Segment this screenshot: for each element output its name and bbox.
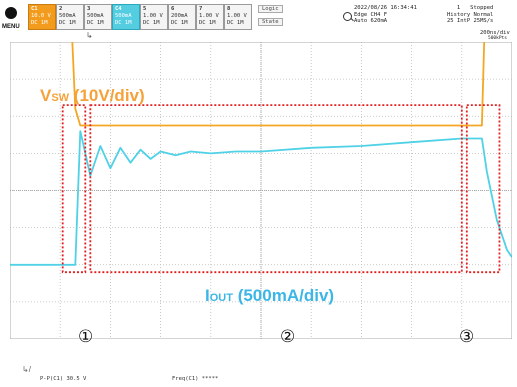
- measure-icon: ↳/: [22, 365, 31, 374]
- channel-coupling: DC 1M: [115, 20, 132, 26]
- region-3-marker: ③: [459, 327, 475, 347]
- channel-scale: 500mA: [115, 13, 132, 19]
- menu-label: MENU: [2, 24, 20, 30]
- channel-scale: 10.0 V: [31, 13, 51, 19]
- region-box-2: [89, 104, 463, 274]
- region-box-1: [61, 104, 87, 274]
- acquisition-status: 1 Stopped History Normal 25 IntP 25MS/s: [447, 5, 494, 24]
- channel-tile-4[interactable]: C4 500mA DC 1M: [112, 4, 140, 30]
- series-vsw-line: [71, 42, 486, 127]
- points-readout: 500kPts: [488, 36, 507, 41]
- channel-number: 6: [171, 6, 175, 12]
- channel-number: 7: [199, 6, 203, 12]
- series-iout-line: [10, 130, 512, 266]
- channel-scale: 200mA: [171, 13, 188, 19]
- channel-coupling: DC 1M: [31, 20, 48, 26]
- channel-tile-3[interactable]: 3 500mA DC 1M: [84, 4, 112, 30]
- vsw-label: VSW (10V/div): [40, 86, 145, 105]
- channel-number: 5: [143, 6, 147, 12]
- channel-scale: 500mA: [59, 13, 76, 19]
- waveform-plot: [10, 42, 512, 339]
- zoom-icon[interactable]: [343, 12, 352, 21]
- scope-toolbar: MENU C1 10.0 V DC 1M 2 500mA DC 1M 3 500mA DC 1M…: [0, 0, 517, 41]
- channel-coupling: DC 1M: [171, 20, 188, 26]
- channel-tile-1[interactable]: C1 10.0 V DC 1M: [28, 4, 56, 30]
- channel-scale: 1.00 V: [227, 13, 247, 19]
- channel-number: 3: [87, 6, 91, 12]
- measurement-pp: P-P(C1) 30.5 V: [40, 376, 87, 382]
- channel-tile-6[interactable]: 6 200mA DC 1M: [168, 4, 196, 30]
- timebase-readout: 200ns/div: [480, 30, 510, 36]
- channel-tile-7[interactable]: 7 1.00 V DC 1M: [196, 4, 224, 30]
- region-1-marker: ①: [78, 327, 94, 347]
- trigger-info: 2022/08/26 16:34:41 Edge CH4 F Auto 620m…: [354, 5, 417, 24]
- channel-scale: 500mA: [87, 13, 104, 19]
- channel-coupling: DC 1M: [59, 20, 76, 26]
- channel-tile-8[interactable]: 8 1.00 V DC 1M: [224, 4, 252, 30]
- channel-coupling: DC 1M: [227, 20, 244, 26]
- logic-button[interactable]: Logic: [258, 5, 283, 13]
- channel-coupling: DC 1M: [143, 20, 160, 26]
- region-2-marker: ②: [280, 327, 296, 347]
- channel-scale: 1.00 V: [199, 13, 219, 19]
- channel-number: 8: [227, 6, 231, 12]
- channel-number: C4: [115, 6, 122, 12]
- measurement-freq: Freq(C1) *****: [172, 376, 219, 382]
- iout-label: IOUT (500mA/div): [205, 286, 335, 305]
- channel-number: 2: [59, 6, 63, 12]
- waveform-svg: [10, 42, 512, 339]
- state-button[interactable]: State: [258, 18, 283, 26]
- channel-tile-2[interactable]: 2 500mA DC 1M: [56, 4, 84, 30]
- channel-coupling: DC 1M: [199, 20, 216, 26]
- channel-coupling: DC 1M: [87, 20, 104, 26]
- menu-button[interactable]: [5, 7, 17, 19]
- region-box-3: [465, 104, 501, 274]
- channel-tile-5[interactable]: 5 1.00 V DC 1M: [140, 4, 168, 30]
- channel-number: C1: [31, 6, 38, 12]
- cursor-marker-icon: ↳: [86, 31, 93, 40]
- channel-scale: 1.00 V: [143, 13, 163, 19]
